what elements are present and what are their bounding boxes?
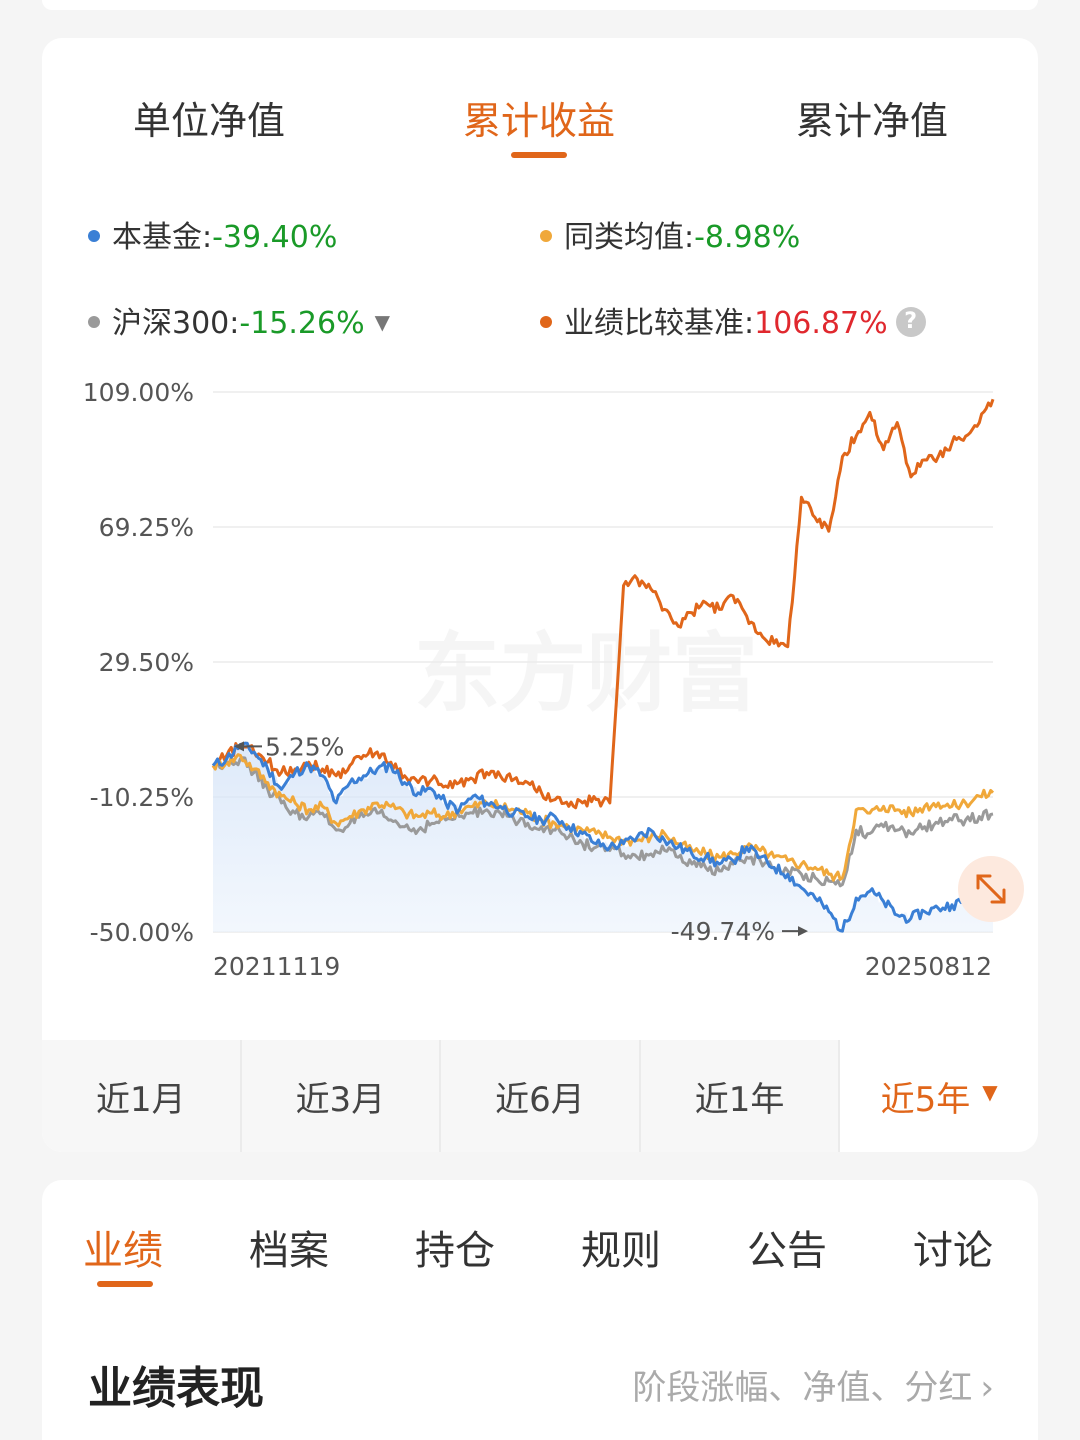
legend-peer-avg[interactable]: 同类均值:-8.98% bbox=[540, 212, 800, 256]
tab-performance[interactable]: 业绩 bbox=[83, 1228, 163, 1274]
annotation-min: -49.74% bbox=[671, 917, 775, 946]
expand-chart-button[interactable] bbox=[958, 856, 1024, 922]
legend-dot-fund bbox=[88, 229, 100, 242]
tab-rules[interactable]: 规则 bbox=[581, 1228, 661, 1274]
tab-unit-nav[interactable]: 单位净值 bbox=[132, 99, 286, 143]
annotation-max: 5.25% bbox=[265, 732, 344, 761]
tab-cumulative-return[interactable]: 累计收益 bbox=[462, 99, 616, 143]
x-start-label: 20211119 bbox=[213, 952, 340, 981]
series-line-本基金 bbox=[211, 741, 995, 933]
caret-down-icon: ▼ bbox=[982, 1080, 998, 1104]
period-6m[interactable]: 近6月 bbox=[441, 1040, 641, 1152]
y-tick-label: -50.00% bbox=[90, 918, 194, 947]
x-end-label: 20250812 bbox=[865, 952, 992, 981]
chevron-right-icon: › bbox=[980, 1368, 994, 1408]
period-1y[interactable]: 近1年 bbox=[641, 1040, 841, 1152]
previous-card-edge bbox=[42, 0, 1038, 10]
annotation-arrowhead-max bbox=[234, 741, 244, 752]
tab-announcements[interactable]: 公告 bbox=[747, 1228, 827, 1274]
y-tick-label: 29.50% bbox=[99, 648, 194, 677]
period-3m[interactable]: 近3月 bbox=[242, 1040, 442, 1152]
tab-profile[interactable]: 档案 bbox=[249, 1228, 329, 1274]
expand-arrows-icon bbox=[976, 874, 1006, 904]
performance-section-title: 业绩表现 bbox=[88, 1363, 264, 1414]
series-line-业绩比较基准 bbox=[211, 398, 995, 810]
legend-peer-avg-value: -8.98% bbox=[694, 220, 801, 255]
caret-down-icon[interactable]: ▼ bbox=[374, 309, 390, 334]
watermark-text: 东方财富 bbox=[414, 624, 758, 724]
legend-benchmark[interactable]: 业绩比较基准:106.87%? bbox=[540, 298, 926, 342]
legend-csi300-value: -15.26% bbox=[239, 306, 365, 341]
legend-fund[interactable]: 本基金:-39.40% bbox=[88, 212, 337, 256]
legend-dot-csi300 bbox=[88, 315, 100, 328]
legend-benchmark-name: 业绩比较基准 bbox=[564, 306, 744, 341]
tab-holdings[interactable]: 持仓 bbox=[415, 1228, 495, 1274]
legend-fund-value: -39.40% bbox=[212, 220, 338, 255]
legend-dot-benchmark bbox=[540, 315, 552, 328]
legend-csi300[interactable]: 沪深300:-15.26% ▼ bbox=[88, 298, 390, 342]
performance-chart: 东方财富 109.00% 69.25% 29.50% -10.25% -50.00% 5… bbox=[83, 378, 995, 981]
detail-card bbox=[42, 1180, 1038, 1440]
y-tick-label: -10.25% bbox=[90, 783, 194, 812]
tab-cumulative-nav[interactable]: 累计净值 bbox=[795, 99, 949, 143]
chart-card: 单位净值 累计收益 累计净值 本基金:-39.40% 同类均值:-8.98% 沪… bbox=[42, 38, 1038, 1152]
legend-fund-name: 本基金 bbox=[112, 220, 202, 255]
tab-discussion[interactable]: 讨论 bbox=[913, 1228, 993, 1274]
series-line-同类均值 bbox=[211, 753, 995, 882]
period-5y[interactable]: 近5年 ▼ bbox=[840, 1040, 1038, 1152]
annotation-arrowhead-min bbox=[798, 926, 808, 937]
legend-csi300-name: 沪深300 bbox=[112, 306, 230, 341]
section-tab-underline bbox=[97, 1281, 153, 1287]
legend-peer-avg-name: 同类均值 bbox=[564, 220, 684, 255]
active-tab-underline bbox=[511, 152, 567, 158]
period-1m[interactable]: 近1月 bbox=[42, 1040, 242, 1152]
legend-dot-peer-avg bbox=[540, 229, 552, 242]
y-tick-label: 109.00% bbox=[83, 378, 194, 407]
performance-detail-link[interactable]: 阶段涨幅、净值、分红 › bbox=[632, 1368, 994, 1408]
legend-benchmark-value: 106.87% bbox=[754, 306, 888, 341]
period-selector: 近1月 近3月 近6月 近1年 近5年 ▼ bbox=[42, 1040, 1038, 1152]
question-circle-icon[interactable]: ? bbox=[895, 306, 926, 337]
y-tick-label: 69.25% bbox=[99, 513, 194, 542]
